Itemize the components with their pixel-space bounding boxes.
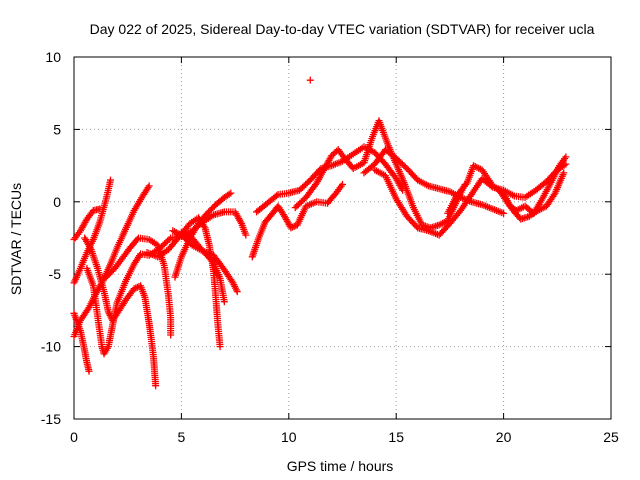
data-point-marker bbox=[167, 331, 175, 339]
series-arc-11 bbox=[177, 228, 228, 306]
x-tick-label: 5 bbox=[178, 429, 186, 445]
data-point-marker bbox=[289, 223, 297, 231]
x-tick-label: 25 bbox=[603, 429, 619, 445]
y-tick-label: 5 bbox=[53, 121, 61, 137]
data-point-marker bbox=[306, 76, 314, 84]
data-point-marker bbox=[237, 218, 245, 226]
x-axis-label: GPS time / hours bbox=[287, 458, 394, 474]
data-point-marker bbox=[130, 285, 138, 293]
series-arc-19 bbox=[495, 169, 568, 223]
data-series bbox=[70, 76, 570, 390]
data-point-marker bbox=[216, 343, 224, 351]
data-point-marker bbox=[287, 224, 295, 232]
data-point-marker bbox=[145, 182, 153, 190]
x-tick-label: 10 bbox=[281, 429, 297, 445]
y-tick-label: -5 bbox=[49, 266, 62, 282]
data-point-marker bbox=[233, 288, 241, 296]
series-arc-7 bbox=[102, 234, 175, 339]
data-point-marker bbox=[500, 209, 508, 217]
data-point-marker bbox=[562, 153, 570, 161]
axis-ticks: 0 5 10 15 20 25 -15 -10 -5 0 5 10 bbox=[41, 49, 619, 445]
data-point-marker bbox=[107, 176, 115, 184]
chart-title: Day 022 of 2025, Sidereal Day-to-day VTE… bbox=[90, 21, 595, 37]
series-arc-6 bbox=[83, 208, 250, 358]
data-point-marker bbox=[560, 169, 568, 177]
series-arc-5 bbox=[81, 234, 160, 390]
data-point-marker bbox=[152, 382, 160, 390]
x-tick-label: 0 bbox=[70, 429, 78, 445]
data-point-marker bbox=[220, 298, 228, 306]
data-point-marker bbox=[273, 192, 281, 200]
data-point-marker bbox=[462, 181, 470, 189]
y-tick-label: 0 bbox=[53, 194, 61, 210]
y-tick-label: 10 bbox=[45, 49, 61, 65]
data-point-marker bbox=[85, 367, 93, 375]
data-point-marker bbox=[242, 231, 250, 239]
x-tick-label: 15 bbox=[388, 429, 404, 445]
data-point-marker bbox=[165, 235, 173, 243]
y-tick-label: -15 bbox=[41, 411, 61, 427]
data-point-marker bbox=[339, 180, 346, 188]
y-tick-label: -10 bbox=[41, 339, 61, 355]
x-tick-label: 20 bbox=[496, 429, 512, 445]
series-arc-4 bbox=[70, 182, 153, 340]
data-point-marker bbox=[133, 235, 141, 243]
data-point-marker bbox=[290, 222, 298, 230]
series-arc-15 bbox=[306, 76, 314, 84]
series-arc-12 bbox=[248, 180, 346, 261]
data-point-marker bbox=[86, 244, 94, 252]
data-point-marker bbox=[227, 189, 235, 197]
y-axis-label: SDTVAR / TECUs bbox=[8, 183, 24, 295]
series-arc-2 bbox=[70, 309, 93, 375]
data-point-marker bbox=[225, 190, 233, 198]
